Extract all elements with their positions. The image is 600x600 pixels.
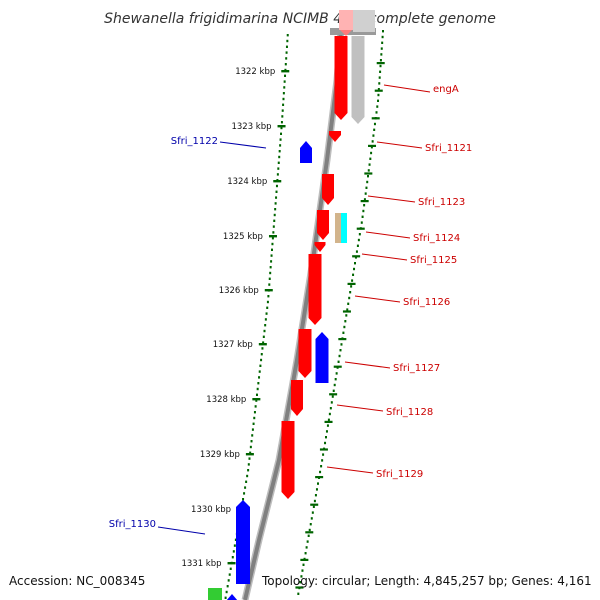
kbp-label: 1326 kbp xyxy=(219,286,259,296)
gene-arrow xyxy=(334,36,348,120)
gene-label: Sfri_1123 xyxy=(418,197,465,208)
gene-label-leader xyxy=(336,404,384,412)
gene-block xyxy=(208,588,222,600)
kbp-scale: 1322 kbp 1323 kbp 1324 kbp 1325 kbp 1326 kbp… xyxy=(181,67,290,569)
gene-arrow xyxy=(351,36,365,124)
kbp-label: 1329 kbp xyxy=(200,450,240,460)
gene-arrow xyxy=(236,500,250,584)
gene-label: Sfri_1127 xyxy=(393,363,440,374)
gene-arrow xyxy=(317,210,329,240)
gene-label-leader xyxy=(326,466,374,474)
gene-label: Sfri_1128 xyxy=(386,407,433,418)
kbp-label: 1324 kbp xyxy=(227,177,267,187)
gene-block xyxy=(353,10,375,32)
outer-tick-ring xyxy=(224,34,289,599)
gene-label-leader xyxy=(376,141,423,149)
gene-label: engA xyxy=(433,84,459,95)
gene-arrow xyxy=(281,421,295,499)
gene-labels: engA Sfri_1121 Sfri_1122 Sfri_1123 Sfri_1124… xyxy=(109,84,472,535)
gene-block xyxy=(341,213,347,243)
gene-label-leader xyxy=(361,253,408,261)
gene-arrow xyxy=(322,174,334,205)
gene-label-leader xyxy=(157,526,206,535)
gene-arrow xyxy=(329,131,341,142)
kbp-label: 1327 kbp xyxy=(213,340,253,350)
gene-arrow xyxy=(308,254,322,325)
gene-label-leader xyxy=(344,361,391,369)
gene-label: Sfri_1126 xyxy=(403,297,450,308)
gene-label-leader xyxy=(219,141,267,149)
gene-label: Sfri_1130 xyxy=(109,519,156,530)
accession-text: Accession: NC_008345 xyxy=(9,574,146,588)
gene-arrow xyxy=(315,332,329,383)
gene-label: Sfri_1124 xyxy=(413,233,460,244)
kbp-label: 1325 kbp xyxy=(223,232,263,242)
gene-block xyxy=(339,10,353,30)
gene-arrow xyxy=(291,380,303,416)
gene-label: Sfri_1129 xyxy=(376,469,423,480)
gene-arrow xyxy=(314,242,326,252)
gene-label: Sfri_1122 xyxy=(171,136,218,147)
gene-track xyxy=(208,10,375,600)
gene-label-leader xyxy=(383,84,431,93)
gene-arrow xyxy=(300,141,312,163)
kbp-label: 1328 kbp xyxy=(206,395,246,405)
gene-label-leader xyxy=(354,295,401,303)
inner-tick-ring xyxy=(295,30,385,595)
gene-label-leader xyxy=(365,231,411,239)
kbp-label: 1330 kbp xyxy=(191,505,231,515)
topology-text: Topology: circular; Length: 4,845,257 bp… xyxy=(262,574,592,588)
gene-arrow xyxy=(298,329,312,378)
map-title: Shewanella frigidimarina NCIMB 400, comp… xyxy=(104,11,496,27)
kbp-label: 1331 kbp xyxy=(181,559,221,569)
gene-label: Sfri_1125 xyxy=(410,255,457,266)
gene-arrow xyxy=(226,594,238,600)
gene-block xyxy=(335,213,341,243)
gene-label-leader xyxy=(367,195,416,203)
kbp-label: 1323 kbp xyxy=(231,122,271,132)
kbp-label: 1322 kbp xyxy=(235,67,275,77)
gene-label: Sfri_1121 xyxy=(425,143,472,154)
